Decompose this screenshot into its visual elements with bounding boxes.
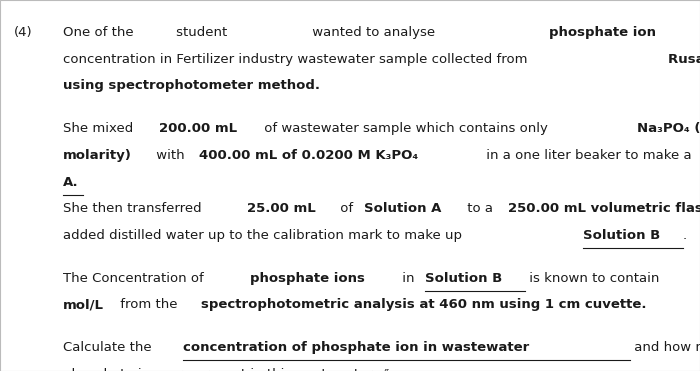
Text: The Concentration of: The Concentration of — [63, 272, 208, 285]
Text: with: with — [152, 149, 189, 162]
Text: spectrophotometric analysis at 460 nm using 1 cm cuvette.: spectrophotometric analysis at 460 nm us… — [201, 298, 646, 311]
Text: is known to contain: is known to contain — [525, 272, 664, 285]
Text: She then transferred: She then transferred — [63, 202, 206, 215]
Text: of wastewater sample which contains only: of wastewater sample which contains only — [260, 122, 552, 135]
Text: 200.00 mL: 200.00 mL — [159, 122, 237, 135]
Text: .: . — [683, 229, 687, 242]
Text: phosphate ions: phosphate ions — [250, 272, 365, 285]
Text: using spectrophotometer method.: using spectrophotometer method. — [63, 79, 320, 92]
Text: Na₃PO₄ (unknown: Na₃PO₄ (unknown — [637, 122, 700, 135]
Text: Solution A: Solution A — [363, 202, 441, 215]
Text: of: of — [336, 202, 358, 215]
Text: A.: A. — [63, 175, 78, 188]
Text: added distilled water up to the calibration mark to make up: added distilled water up to the calibrat… — [63, 229, 466, 242]
Text: She mixed: She mixed — [63, 122, 137, 135]
Text: (4): (4) — [14, 26, 33, 39]
Text: 250.00 mL volumetric flask: 250.00 mL volumetric flask — [508, 202, 700, 215]
Text: Rusayl Industrial Estate: Rusayl Industrial Estate — [668, 53, 700, 66]
Text: to a: to a — [463, 202, 498, 215]
Text: phosphate ion: phosphate ion — [549, 26, 656, 39]
Text: Calculate the: Calculate the — [63, 341, 156, 354]
Text: mol/L: mol/L — [63, 298, 104, 311]
Text: 25.00 mL: 25.00 mL — [247, 202, 316, 215]
Text: concentration in Fertilizer industry wastewater sample collected from: concentration in Fertilizer industry was… — [63, 53, 532, 66]
Text: and how many: and how many — [629, 341, 700, 354]
Text: concentration of phosphate ion in wastewater: concentration of phosphate ion in wastew… — [183, 341, 529, 354]
Text: Solution B: Solution B — [583, 229, 661, 242]
Text: 400.00 mL of 0.0200 M K₃PO₄: 400.00 mL of 0.0200 M K₃PO₄ — [199, 149, 419, 162]
Text: molarity): molarity) — [63, 149, 132, 162]
Text: Solution B: Solution B — [425, 272, 503, 285]
Text: One of the          student                    wanted to analyse: One of the student wanted to analyse — [63, 26, 440, 39]
Text: from the: from the — [116, 298, 182, 311]
Text: phosphate ions are present in this wastewater.  ″·: phosphate ions are present in this waste… — [63, 368, 393, 371]
Text: in a one liter beaker to make a: in a one liter beaker to make a — [482, 149, 696, 162]
Text: in: in — [398, 272, 419, 285]
